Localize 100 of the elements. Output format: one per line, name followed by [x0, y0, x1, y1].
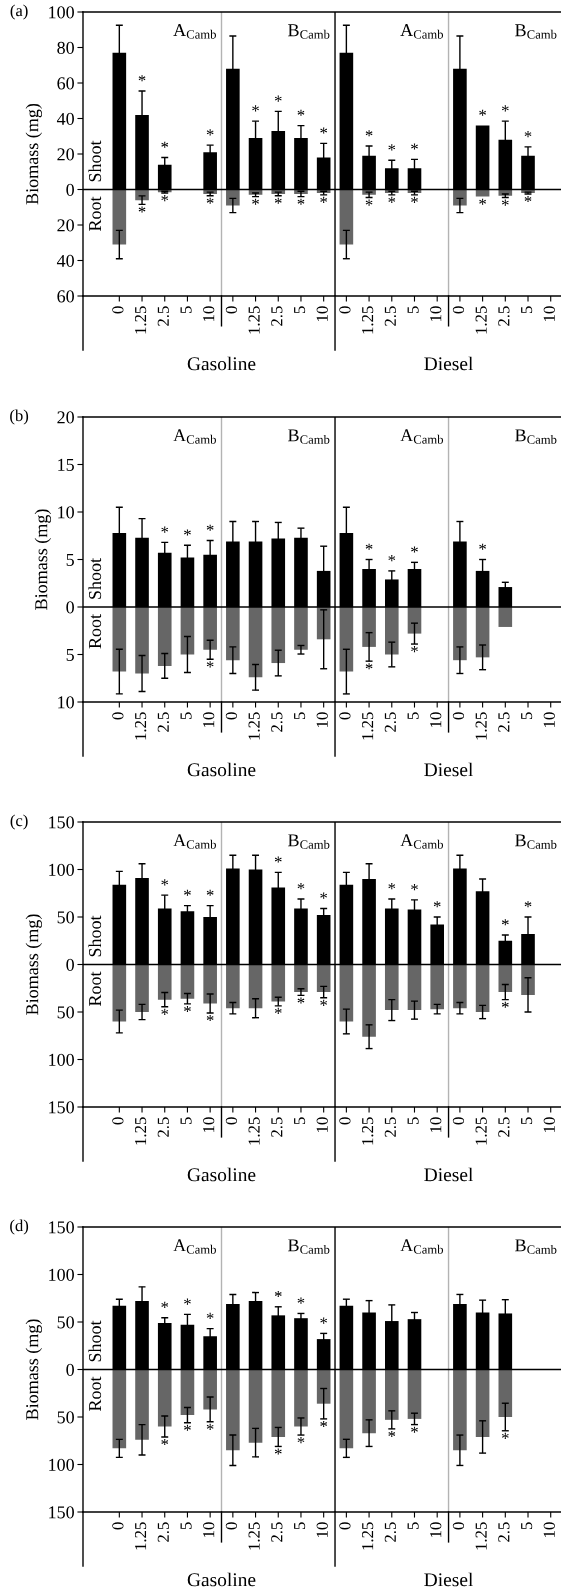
data-label: * [320, 1317, 328, 1324]
data-label: * [320, 999, 328, 1006]
x-tick-label: 5 [180, 712, 192, 720]
data-label: * [184, 1298, 191, 1305]
annotation: B$_{Camb}$ [288, 429, 330, 444]
x-tick-label: 1.25 [248, 1522, 260, 1550]
y-tick-label: 0 [66, 601, 74, 614]
x-tick-label: 0 [452, 1117, 465, 1125]
bar [226, 1369, 240, 1451]
text: Diesel [424, 1167, 473, 1182]
data-label: * [206, 889, 214, 896]
y-tick-label: 150 [49, 1101, 74, 1114]
x-tick-label: 5 [180, 1522, 192, 1530]
data-label: * [411, 196, 418, 203]
text: Diesel [424, 1572, 473, 1587]
x-tick-label: 10 [203, 712, 215, 727]
bar [453, 1369, 467, 1451]
data-label: * [206, 1312, 214, 1319]
annotation: B$_{Camb}$ [515, 429, 557, 444]
data-label: * [184, 889, 191, 896]
x-tick-label: 1.25 [135, 306, 147, 334]
y-axis-title: Biomass (mg) [34, 509, 52, 610]
y-tick-label: 100 [49, 1268, 74, 1281]
annotation: B$_{Camb}$ [515, 1239, 557, 1254]
data-label: * [206, 129, 214, 136]
data-label: * [274, 95, 282, 102]
data-label: * [501, 199, 509, 206]
x-tick-label: 5 [407, 1117, 419, 1125]
data-label: * [252, 198, 259, 205]
bar [271, 1369, 286, 1437]
data-label: * [138, 75, 146, 82]
x-tick-label: 5 [407, 712, 419, 720]
data-label: * [501, 1001, 509, 1008]
x-tick-label: 1.25 [475, 1117, 487, 1145]
x-tick-label: 1.25 [475, 712, 487, 740]
x-tick-label: 5 [521, 712, 533, 720]
data-label: * [161, 879, 169, 886]
x-tick-label: 10 [316, 306, 328, 321]
text: Shoot [88, 1320, 102, 1362]
x-tick-label: 5 [407, 306, 419, 314]
chart-title: (b) [10, 409, 29, 425]
data-label: * [365, 130, 373, 137]
bar [180, 1369, 195, 1416]
y-tick-label: 60 [57, 77, 74, 90]
y-tick-label: 0 [66, 183, 74, 196]
data-label: * [274, 1007, 282, 1014]
x-tick-label: 10 [203, 1117, 215, 1132]
bar [407, 964, 422, 1011]
x-tick-label: 10 [430, 1117, 442, 1132]
bar [316, 1369, 331, 1404]
x-tick-label: 0 [225, 306, 238, 314]
bar [362, 607, 376, 647]
bar [339, 1369, 354, 1449]
annotation: A$_{Camb}$ [173, 834, 216, 849]
x-tick-label: 0 [112, 306, 124, 314]
chart-title: (c) [10, 814, 28, 830]
y-tick-label: 60 [57, 290, 74, 303]
x-tick-label: 1.25 [475, 1522, 487, 1550]
x-tick-label: 0 [225, 1522, 238, 1530]
bar [157, 964, 172, 1000]
annotation: A$_{Camb}$ [400, 24, 444, 39]
bar [407, 1369, 422, 1419]
y-tick-label: 150 [49, 1221, 74, 1234]
annotation: B$_{Camb}$ [288, 24, 330, 39]
data-label: * [524, 131, 532, 138]
text: Root [89, 971, 102, 1007]
data-label: * [365, 543, 373, 550]
bar [294, 607, 308, 650]
x-tick-label: 5 [294, 1522, 306, 1530]
bar [135, 964, 149, 1012]
x-tick-label: 5 [180, 1117, 192, 1125]
x-tick-label: 10 [430, 712, 442, 727]
annotation: B$_{Camb}$ [515, 24, 557, 39]
data-label: * [297, 997, 305, 1004]
annotation: A$_{Camb}$ [173, 429, 216, 444]
data-label: * [524, 195, 532, 203]
y-tick-label: 50 [57, 911, 74, 924]
x-tick-label: 1.25 [135, 712, 147, 740]
bar [362, 1369, 376, 1434]
data-label: * [161, 195, 169, 202]
data-label: * [411, 546, 418, 553]
text: Root [89, 196, 102, 232]
data-label: * [320, 892, 328, 899]
data-label: * [411, 1426, 418, 1433]
data-label: * [206, 524, 214, 531]
x-tick-label: 10 [203, 1522, 215, 1537]
x-tick-label: 5 [521, 306, 533, 314]
x-tick-label: 10 [543, 712, 555, 727]
bar [294, 964, 308, 993]
bar [316, 964, 331, 993]
bar [384, 964, 399, 1011]
x-tick-label: 2.5 [271, 1522, 283, 1542]
y-tick-label: 0 [66, 1363, 74, 1376]
data-label: * [161, 526, 169, 533]
x-tick-label: 1.25 [135, 1522, 147, 1550]
y-tick-label: 100 [49, 863, 74, 876]
x-tick-label: 2.5 [157, 1522, 169, 1542]
data-label: * [479, 109, 486, 116]
data-label: * [206, 1014, 214, 1022]
data-label: * [411, 143, 418, 150]
